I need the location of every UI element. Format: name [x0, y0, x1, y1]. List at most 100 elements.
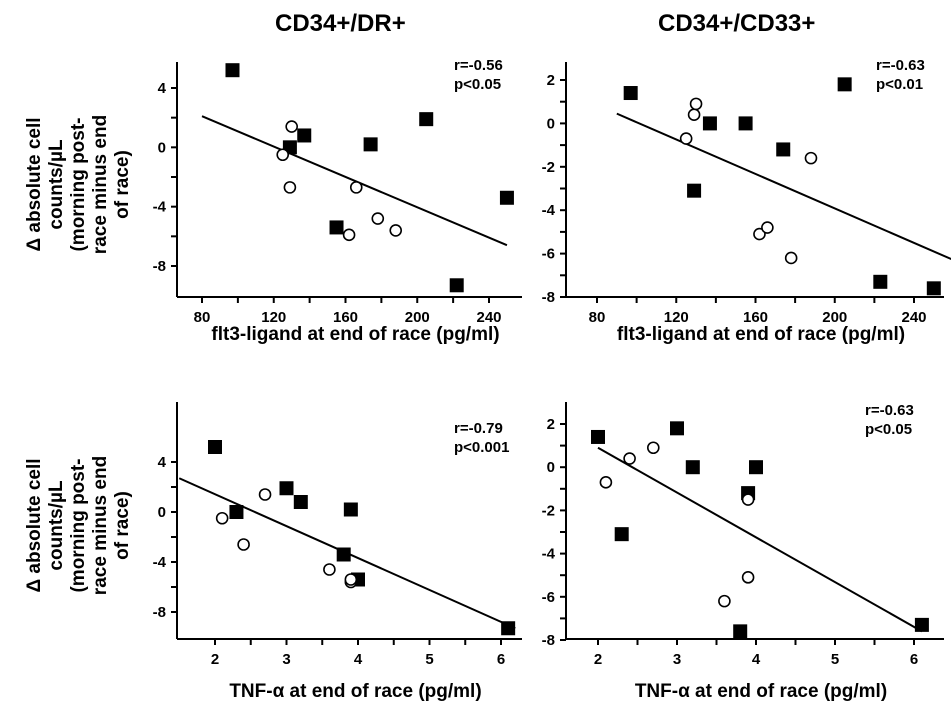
y-axis-label-line: of race) — [112, 491, 133, 560]
open-circle-point — [689, 97, 703, 111]
regression-line — [201, 115, 508, 247]
y-tick-label: 0 — [158, 504, 166, 521]
filled-square-point — [363, 137, 378, 152]
x-tick-label: 120 — [261, 309, 286, 326]
y-axis-label-line: of race) — [112, 150, 133, 219]
x-tick-label: 4 — [752, 651, 761, 668]
y-axis-label-line: counts/µL — [46, 139, 67, 230]
y-tick-label: -8 — [542, 289, 555, 306]
x-tick-label: 120 — [664, 309, 689, 326]
x-axis-label: TNF-α at end of race (pg/ml) — [229, 681, 481, 702]
y-tick-label: -2 — [542, 159, 555, 176]
y-tick-label: -6 — [542, 246, 555, 263]
filled-square-point — [702, 116, 717, 131]
open-circle-point — [741, 571, 755, 584]
open-circle-point — [784, 251, 798, 265]
correlation-r-label: r=-0.56 — [454, 57, 503, 74]
filled-square-point — [687, 183, 702, 198]
y-axis-label-line: race minus end — [90, 115, 111, 254]
y-axis-label-line: Δ absolute cell — [24, 117, 45, 251]
x-tick-label: 2 — [594, 651, 602, 668]
scatter-panel-4: 2 3 4 5 6 2 0 -2 -4 -6 -8 r=-0.63 p<0.05 TNF-α at end… — [542, 402, 944, 702]
p-value-label: p<0.05 — [454, 76, 501, 93]
filled-square-point — [776, 142, 791, 157]
filled-square-point — [614, 527, 629, 542]
y-tick-label: -4 — [542, 546, 556, 563]
filled-square-point — [449, 278, 464, 293]
x-tick-label: 4 — [354, 651, 363, 668]
x-tick-label: 3 — [673, 651, 681, 668]
filled-square-point — [279, 481, 294, 496]
filled-square-point — [297, 128, 312, 143]
p-value-label: p<0.001 — [454, 439, 509, 456]
x-tick-label: 3 — [282, 651, 290, 668]
y-tick-label: -6 — [542, 589, 555, 606]
filled-square-point — [293, 495, 308, 509]
correlation-r-label: r=-0.63 — [876, 57, 925, 74]
filled-square-point — [670, 421, 684, 436]
filled-square-point — [225, 63, 240, 78]
y-tick-label: -4 — [153, 554, 167, 571]
filled-square-point — [873, 274, 888, 289]
open-circle-point — [215, 511, 229, 525]
x-axis-label: flt3-ligand at end of race (pg/ml) — [211, 324, 499, 345]
scatter-panel-1: 80 120 160 200 240 4 0 -4 -8 r=-0.56 p<0.05 flt3-li… — [24, 57, 522, 345]
filled-square-point — [208, 440, 222, 454]
x-tick-label: 6 — [497, 651, 505, 668]
x-tick-label: 160 — [743, 309, 768, 326]
y-axis-label-line: counts/µL — [46, 480, 67, 571]
x-tick-label: 5 — [425, 651, 433, 668]
filled-square-point — [738, 116, 753, 131]
p-value-label: p<0.01 — [876, 76, 923, 93]
x-axis-label: TNF-α at end of race (pg/ml) — [635, 681, 887, 702]
open-circle-point — [741, 493, 755, 506]
y-axis-label-line: (morning post- — [68, 117, 89, 251]
filled-square-point — [229, 505, 244, 519]
open-circle-point — [344, 573, 358, 586]
open-circle-point — [687, 108, 701, 122]
filled-square-point — [343, 502, 358, 517]
column-title-left: CD34+/DR+ — [275, 10, 406, 37]
y-tick-label: -8 — [153, 604, 166, 621]
correlation-r-label: r=-0.63 — [865, 402, 914, 419]
filled-square-point — [914, 617, 929, 632]
x-tick-label: 5 — [831, 651, 839, 668]
open-circle-point — [623, 452, 636, 465]
x-axis-label: flt3-ligand at end of race (pg/ml) — [617, 324, 905, 345]
open-circle-point — [285, 120, 298, 133]
y-tick-label: -4 — [542, 202, 556, 219]
x-tick-label: 160 — [333, 309, 358, 326]
regression-line — [616, 112, 951, 261]
open-circle-point — [371, 212, 385, 225]
open-circle-point — [753, 227, 766, 241]
y-tick-label: -2 — [542, 502, 555, 519]
open-circle-point — [599, 476, 613, 489]
y-axis-label-line: Δ absolute cell — [24, 458, 45, 592]
x-tick-label: 80 — [589, 309, 606, 326]
x-tick-label: 2 — [211, 651, 219, 668]
filled-square-point — [336, 547, 351, 562]
filled-square-point — [419, 112, 434, 127]
x-tick-label: 240 — [901, 309, 926, 326]
filled-square-point — [501, 621, 516, 636]
y-axis-label-line: (morning post- — [68, 458, 89, 592]
y-tick-label: 4 — [158, 454, 167, 471]
p-value-label: p<0.05 — [865, 421, 912, 438]
x-tick-label: 200 — [405, 309, 430, 326]
open-circle-point — [804, 151, 818, 165]
filled-square-point — [749, 460, 763, 475]
x-tick-label: 6 — [910, 651, 918, 668]
column-title-right: CD34+/CD33+ — [658, 10, 816, 37]
filled-square-point — [837, 77, 852, 92]
scatter-panel-2: 80 120 160 200 240 2 0 -2 -4 -6 -8 r=-0.63 p<0.01 flt… — [542, 57, 951, 345]
x-tick-label: 240 — [476, 309, 501, 326]
open-circle-point — [258, 488, 272, 501]
y-tick-label: 0 — [547, 459, 555, 476]
filled-square-point — [733, 624, 748, 639]
x-tick-label: 200 — [822, 309, 847, 326]
y-tick-label: 0 — [158, 139, 166, 156]
open-circle-point — [349, 181, 363, 194]
open-circle-point — [276, 148, 290, 162]
correlation-r-label: r=-0.79 — [454, 420, 503, 437]
filled-square-point — [685, 460, 700, 475]
